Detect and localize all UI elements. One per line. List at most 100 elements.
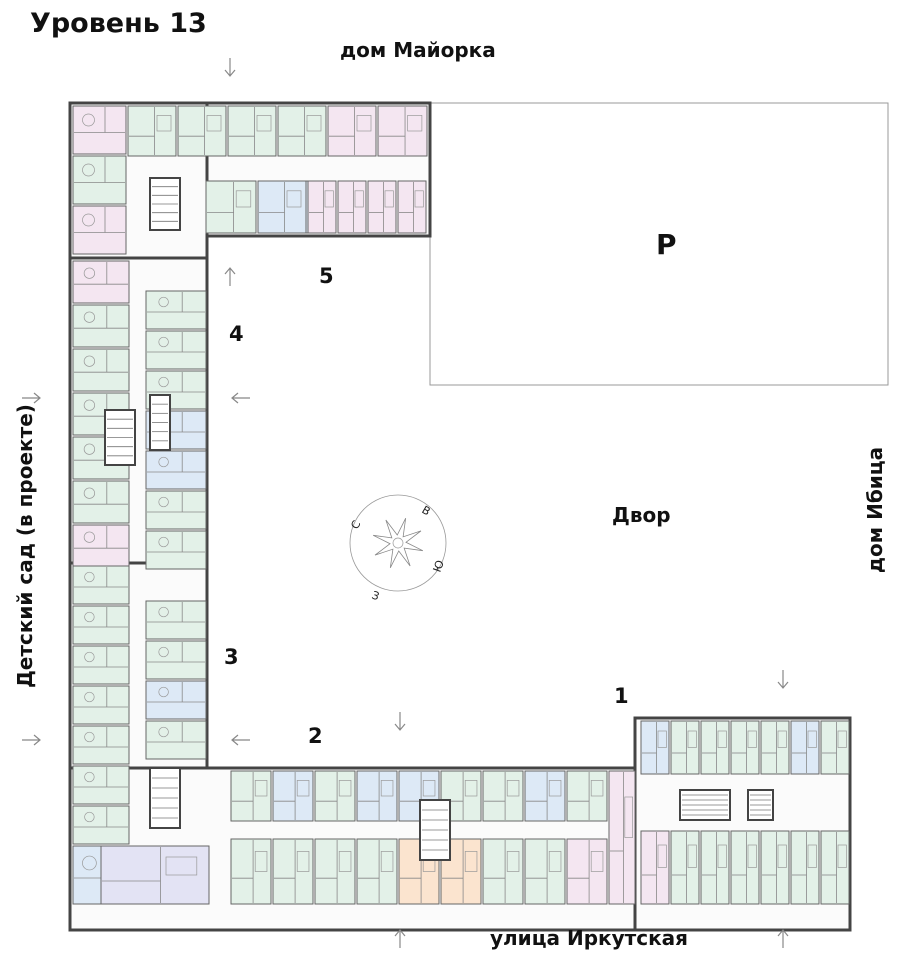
unit-room (145, 680, 207, 720)
apartment-unit (145, 530, 207, 570)
apartment-unit (145, 600, 207, 640)
unit-room (72, 524, 130, 568)
furniture-table (83, 531, 96, 543)
arrow-line (394, 929, 406, 948)
furniture-table (158, 686, 169, 698)
furniture-table (84, 571, 95, 583)
apartment-unit (277, 105, 327, 157)
apartment-unit (72, 765, 130, 805)
apartment-unit (700, 720, 730, 775)
furniture-bed (384, 190, 394, 208)
unit-room (145, 600, 207, 640)
entrance-arrow-icon (22, 734, 41, 746)
apartment-unit (145, 290, 207, 330)
apartment-unit (730, 830, 760, 905)
apartment-unit (524, 770, 566, 822)
apartment-unit (327, 105, 377, 157)
furniture-bed (380, 851, 394, 872)
furniture-bed (156, 115, 172, 132)
apartment-unit (314, 770, 356, 822)
apartment-unit (790, 830, 820, 905)
arrow-line (231, 392, 250, 404)
furniture-bed (777, 730, 787, 748)
furniture-bed (338, 851, 352, 872)
arrow-line (394, 712, 406, 731)
stair-core (149, 177, 181, 231)
street-label: улица Иркутская (490, 926, 689, 950)
furniture-bed (548, 851, 562, 872)
unit-room (72, 348, 130, 392)
apartment-unit (760, 830, 790, 905)
apartment-unit (145, 490, 207, 530)
unit-room (72, 645, 130, 685)
unit-room (145, 530, 207, 570)
arrow-line (22, 734, 41, 746)
apartment-unit (670, 830, 700, 905)
entrance-arrow-icon (394, 929, 406, 948)
furniture-bed (506, 780, 520, 797)
apartment-unit (205, 180, 257, 234)
furniture-bed (590, 780, 604, 797)
furniture-bed (837, 730, 847, 748)
furniture-table (82, 213, 95, 227)
apartment-unit (272, 838, 314, 905)
furniture-table (158, 536, 169, 548)
unit-room (230, 770, 272, 822)
apartment-unit (72, 155, 127, 205)
furniture-bed (286, 190, 302, 208)
arrow-line (777, 929, 789, 948)
arrow-line (224, 267, 236, 286)
neighbor-north-label: дом Майорка (340, 38, 496, 62)
compass-label-s: Ю (431, 558, 447, 574)
furniture-bed (338, 780, 352, 797)
entrance-arrow-icon (231, 392, 250, 404)
apartment-unit (307, 180, 337, 234)
unit-room (72, 685, 130, 725)
parking-outline (429, 102, 889, 386)
unit-room (670, 830, 700, 905)
furniture-bed (837, 844, 847, 868)
unit-room (72, 480, 130, 524)
apartment-unit (230, 838, 272, 905)
unit-room (72, 605, 130, 645)
furniture-bed (256, 115, 272, 132)
unit-room (72, 155, 127, 205)
entrance-arrow-icon (231, 734, 250, 746)
section-2-label: 2 (308, 724, 323, 748)
furniture-table (84, 651, 95, 663)
parking-label: P (656, 228, 677, 261)
furniture-bed (590, 851, 604, 872)
furniture-bed (687, 730, 697, 748)
furniture-table (83, 311, 96, 323)
apartment-unit (397, 180, 427, 234)
furniture-table (158, 336, 169, 348)
neighbor-west-label: Детский сад (в проекте) (13, 404, 37, 688)
apartment-unit (640, 830, 670, 905)
furniture-table (83, 399, 96, 411)
furniture-bed (777, 844, 787, 868)
entrance-arrow-icon (224, 58, 236, 77)
section-1-label: 1 (614, 684, 629, 708)
furniture-bed (747, 844, 757, 868)
furniture-bed (254, 780, 268, 797)
furniture-bed (235, 190, 252, 208)
furniture-table (84, 691, 95, 703)
apartment-unit (356, 838, 398, 905)
section-3-label: 3 (224, 645, 239, 669)
furniture-bed (422, 780, 436, 797)
arrow-line (777, 670, 789, 689)
apartment-unit (127, 105, 177, 157)
furniture-table (158, 496, 169, 508)
furniture-table (158, 296, 169, 308)
apartment-unit (760, 720, 790, 775)
stair-core (419, 799, 451, 861)
unit-room (145, 290, 207, 330)
apartment-unit (100, 845, 210, 905)
furniture-table (84, 611, 95, 623)
entrance-arrow-icon (777, 929, 789, 948)
arrow-line (231, 734, 250, 746)
furniture-bed (354, 190, 364, 208)
furniture-bed (356, 115, 372, 132)
unit-room (145, 490, 207, 530)
